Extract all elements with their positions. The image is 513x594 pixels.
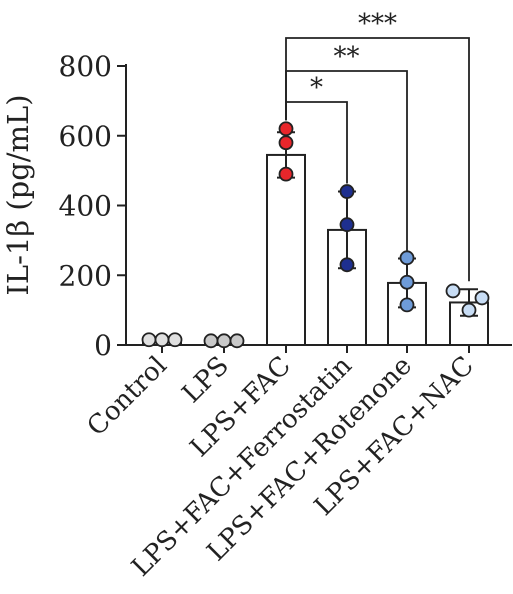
significance-brackets: ******	[285, 9, 470, 282]
bar	[266, 153, 306, 346]
y-tick-label: 600	[59, 120, 112, 153]
data-point	[141, 332, 157, 348]
data-point	[154, 332, 170, 348]
data-point	[399, 297, 415, 313]
data-point	[167, 332, 183, 348]
data-point	[461, 302, 477, 318]
data-point	[399, 250, 415, 266]
data-point	[216, 333, 232, 349]
data-point	[229, 333, 245, 349]
data-point	[278, 135, 294, 151]
axes: 0 200 400 600 800	[59, 50, 512, 362]
y-tick-label: 400	[59, 190, 112, 223]
data-point	[445, 283, 461, 299]
bars	[142, 153, 489, 347]
y-tick-label: 200	[59, 259, 112, 292]
significance-label: **	[334, 42, 360, 72]
data-point	[278, 121, 294, 137]
data-points	[141, 121, 490, 349]
data-point	[474, 290, 490, 306]
data-point	[339, 257, 355, 273]
data-point	[203, 333, 219, 349]
data-point	[339, 184, 355, 199]
significance-label: *	[310, 73, 323, 103]
y-tick-label: 0	[94, 329, 112, 362]
data-point	[399, 274, 415, 290]
x-tick-labels: Control LPSLPS+FACLPS+FAC+FerrostatinLPS+…	[82, 351, 480, 583]
y-axis-label: IL-1β (pg/mL)	[1, 94, 35, 295]
significance-bracket	[285, 37, 470, 282]
data-point	[339, 217, 355, 233]
significance-label: ***	[358, 9, 397, 39]
y-tick-label: 800	[59, 50, 112, 83]
data-point	[278, 166, 294, 182]
x-tick-label: Control	[82, 351, 173, 442]
